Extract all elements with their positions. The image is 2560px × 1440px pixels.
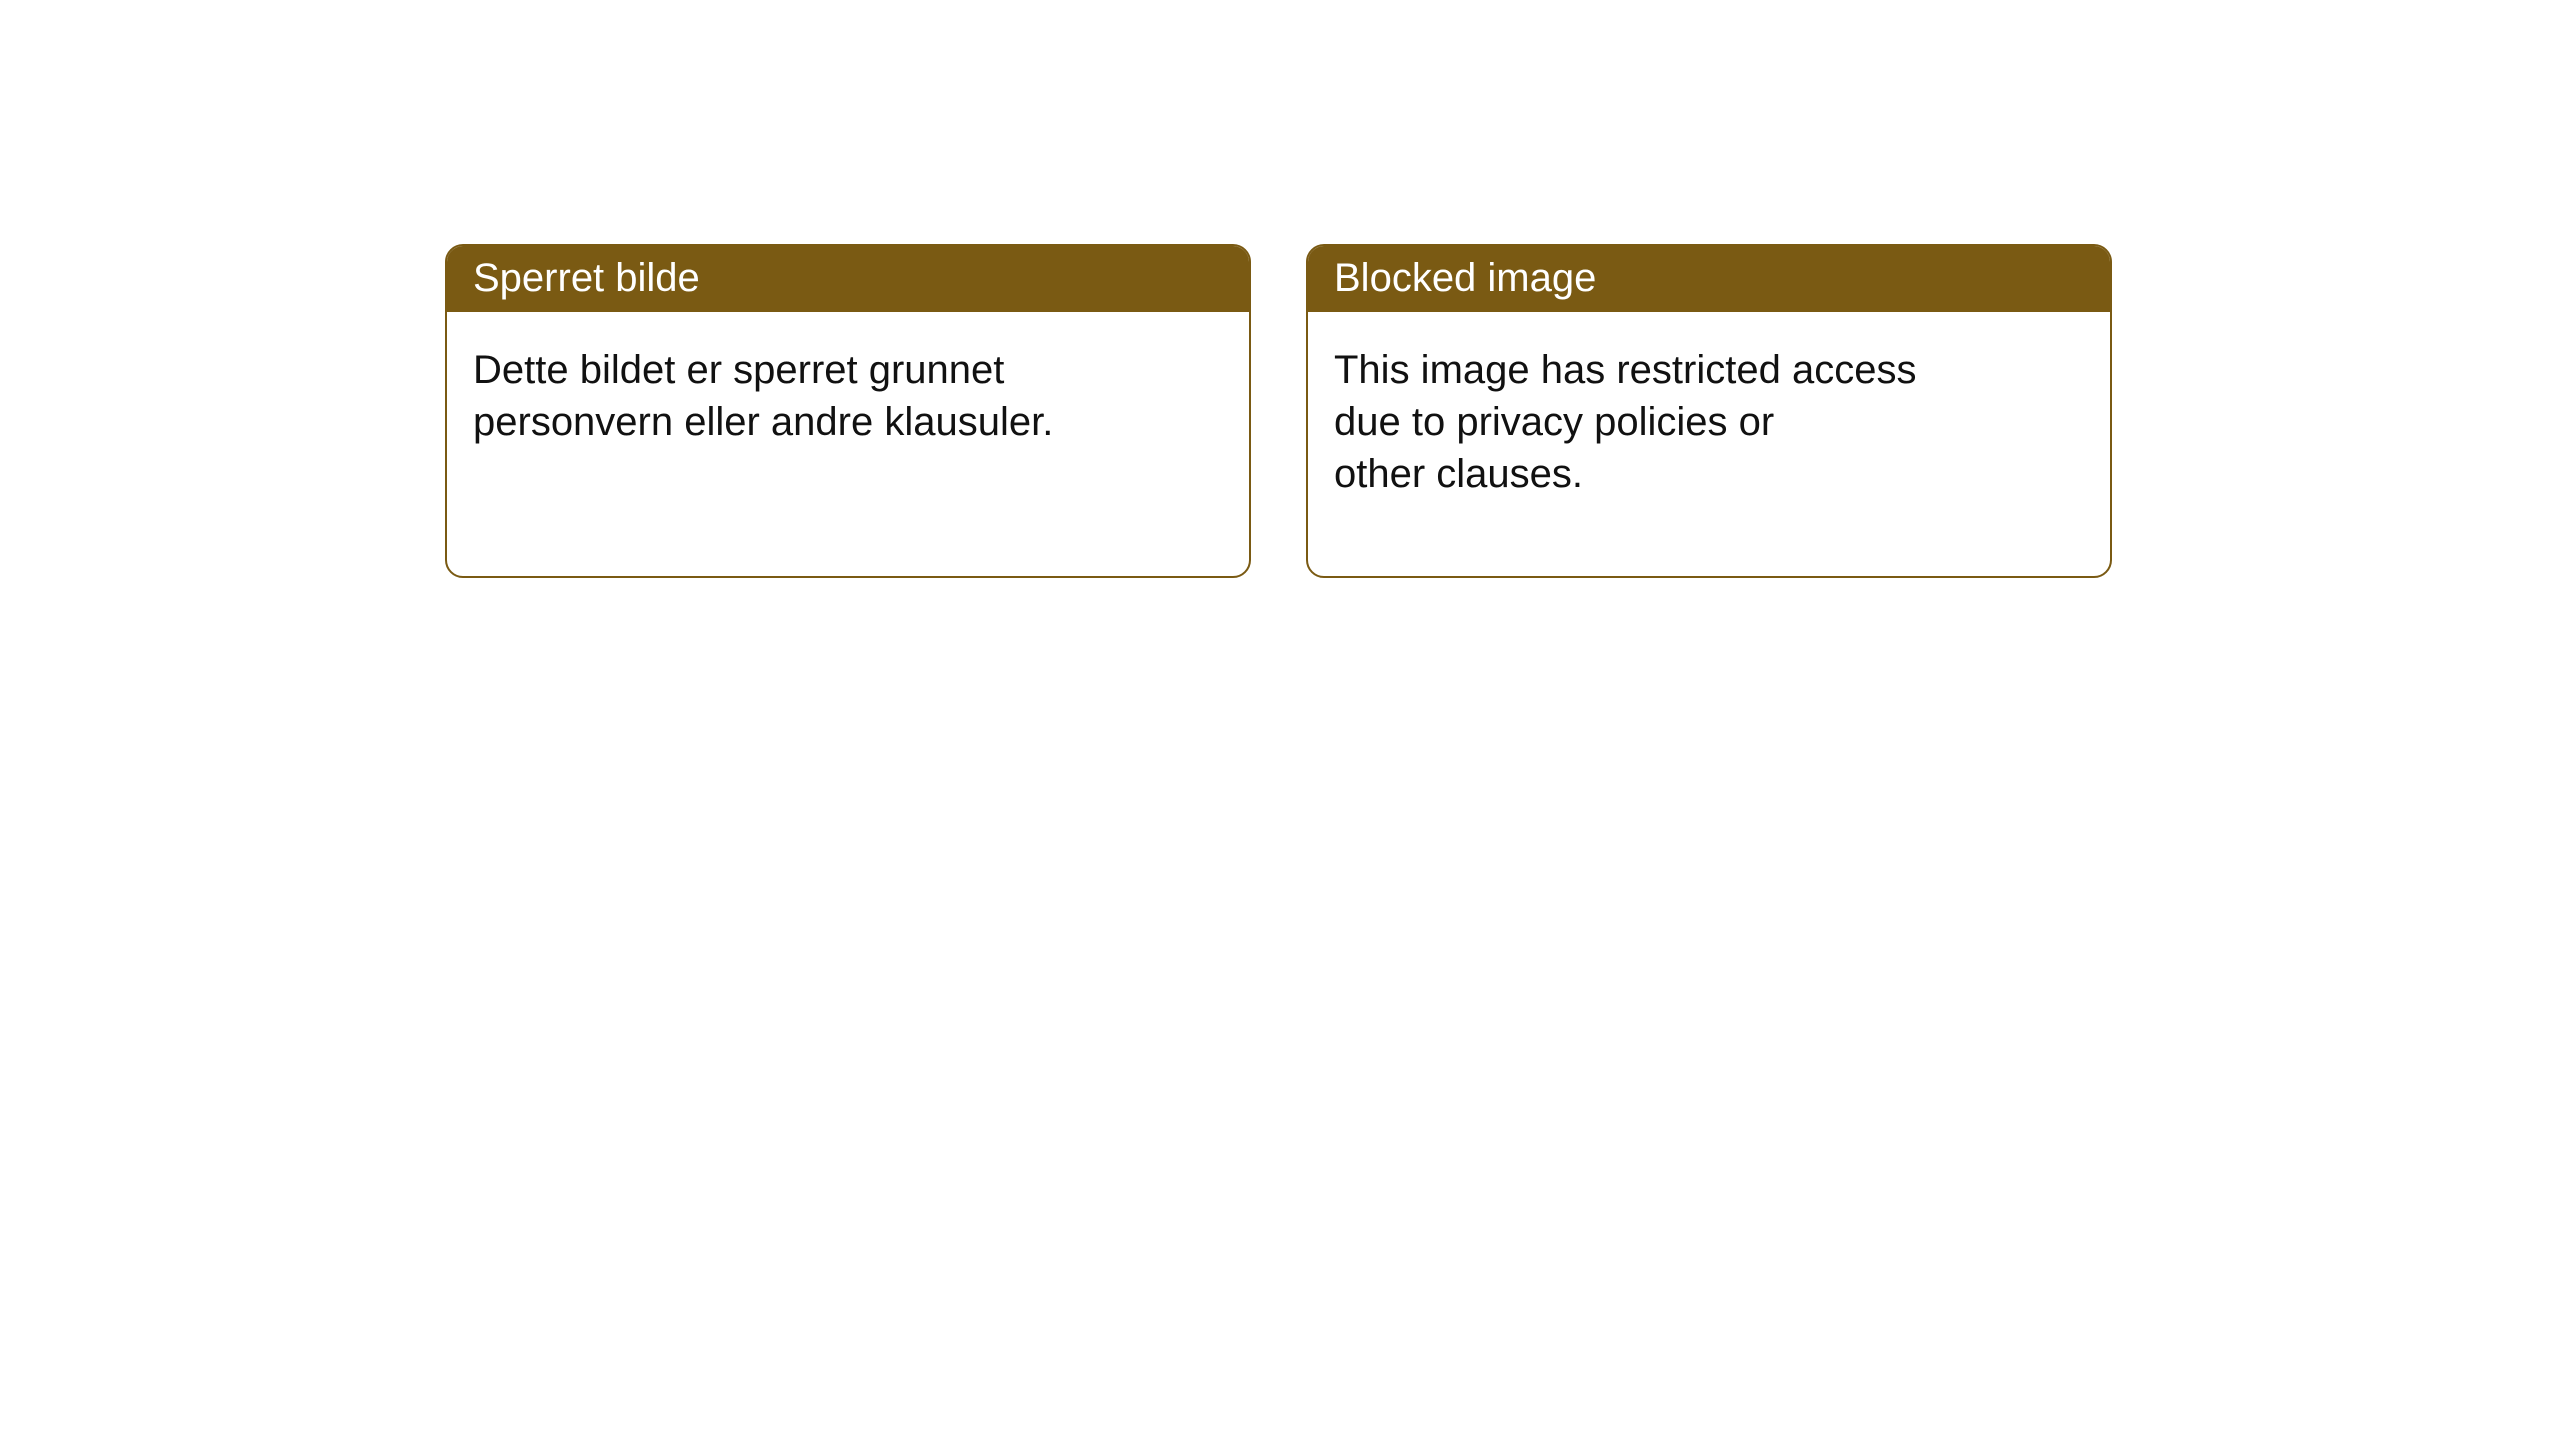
notice-container: Sperret bilde Dette bildet er sperret gr…	[0, 0, 2560, 578]
notice-card-no: Sperret bilde Dette bildet er sperret gr…	[445, 244, 1251, 578]
notice-body-no: Dette bildet er sperret grunnet personve…	[447, 312, 1249, 474]
notice-header-no: Sperret bilde	[447, 246, 1249, 312]
notice-header-en: Blocked image	[1308, 246, 2110, 312]
notice-body-en: This image has restricted access due to …	[1308, 312, 2110, 526]
notice-card-en: Blocked image This image has restricted …	[1306, 244, 2112, 578]
